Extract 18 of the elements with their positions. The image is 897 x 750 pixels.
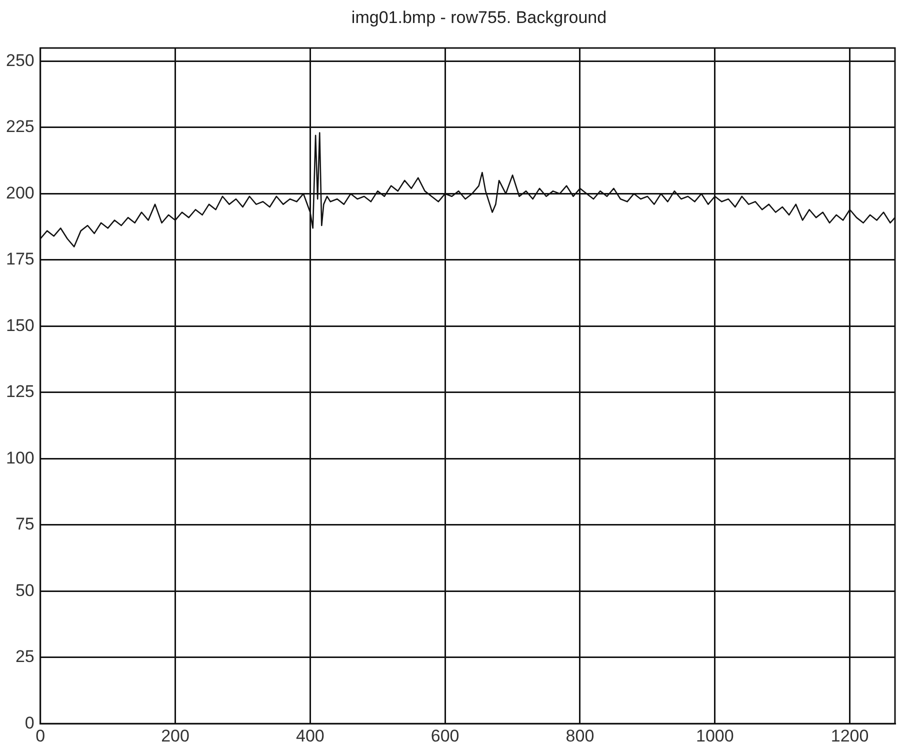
y-tick-label: 100 xyxy=(6,448,34,468)
y-tick-label: 250 xyxy=(6,50,34,70)
y-tick-label: 175 xyxy=(6,250,34,269)
x-tick-label: 800 xyxy=(566,726,594,746)
y-tick-label: 50 xyxy=(15,580,34,600)
y-tick-label: 0 xyxy=(24,713,34,732)
y-tick-label: 150 xyxy=(6,316,34,335)
y-tick-label: 25 xyxy=(15,647,34,666)
x-tick-label: 400 xyxy=(296,726,324,746)
x-tick-label: 600 xyxy=(430,726,460,746)
y-tick-label: 200 xyxy=(6,183,34,202)
x-tick-label: 200 xyxy=(161,726,190,746)
x-tick-label: 1000 xyxy=(696,726,734,746)
y-tick-label: 225 xyxy=(6,117,34,136)
y-tick-label: 75 xyxy=(15,514,34,534)
x-tick-label: 1200 xyxy=(830,726,869,746)
chart-title: img01.bmp - row755. Background xyxy=(350,8,608,28)
y-tick-label: 125 xyxy=(6,382,34,402)
